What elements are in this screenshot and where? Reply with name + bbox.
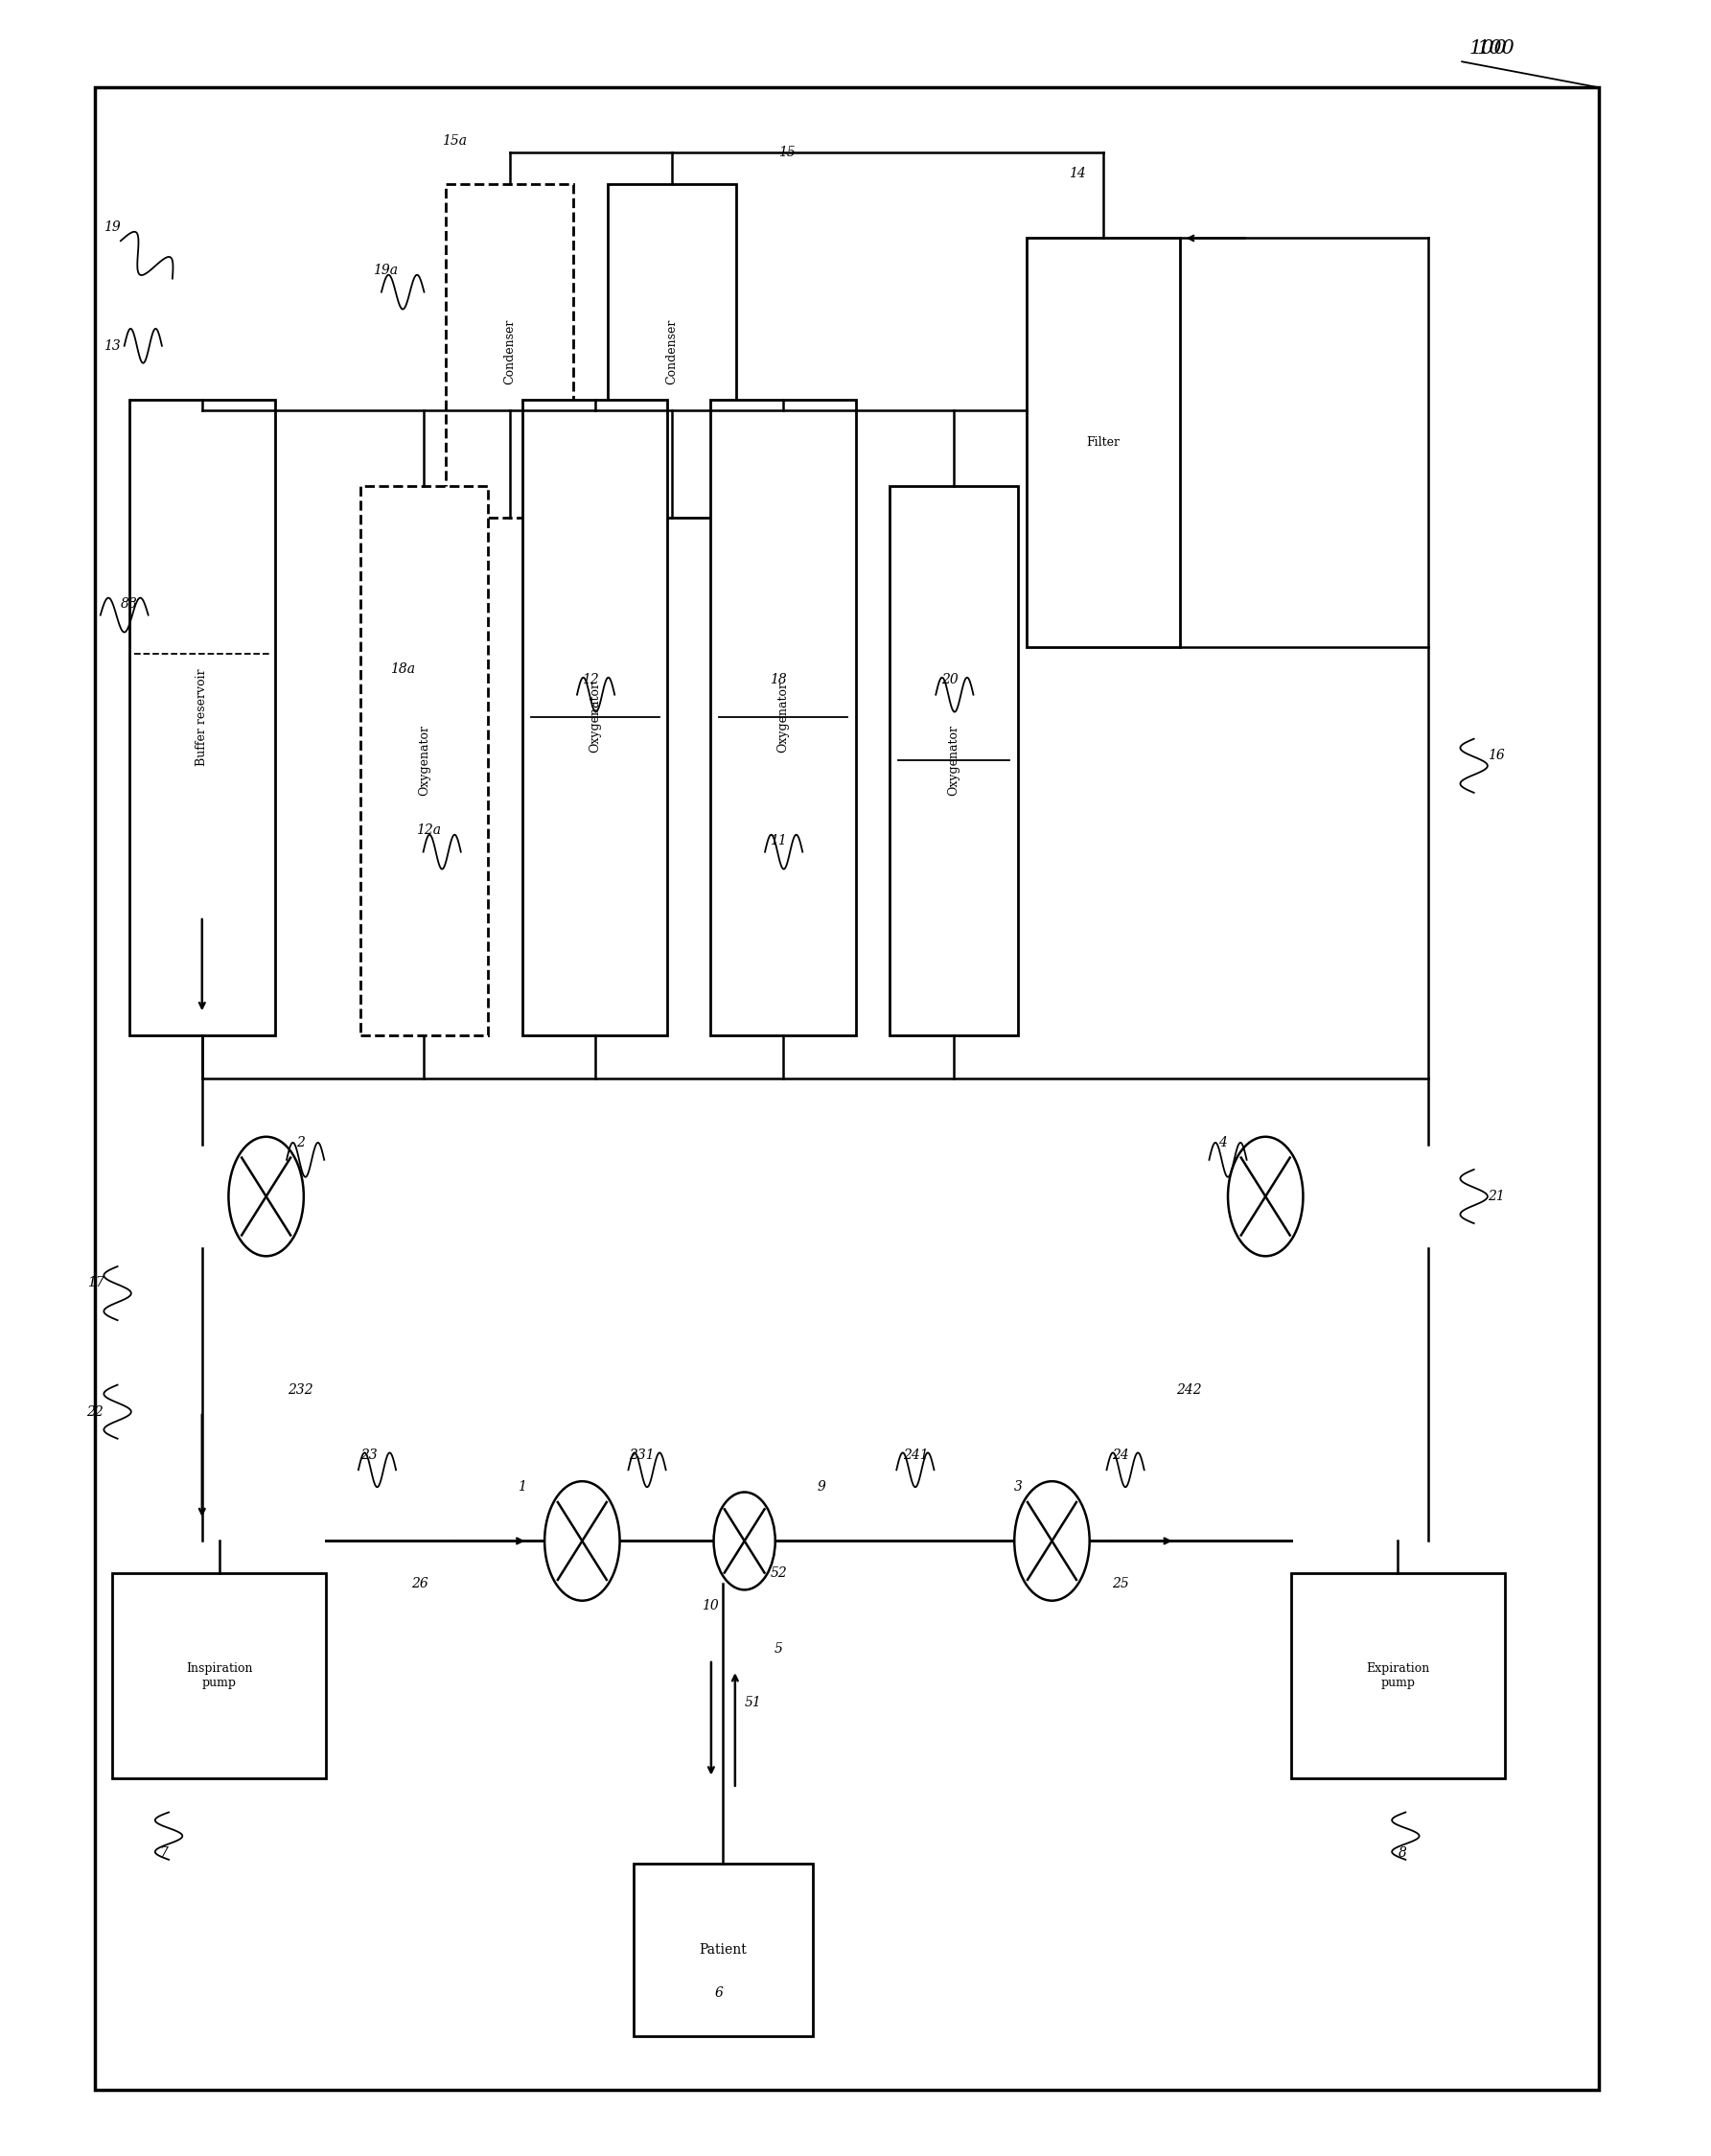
Text: 1: 1	[518, 1481, 527, 1494]
Text: 4: 4	[1218, 1136, 1227, 1149]
Text: 88: 88	[121, 597, 139, 610]
Ellipse shape	[1015, 1481, 1090, 1600]
Text: 11: 11	[770, 834, 787, 847]
Text: 231: 231	[630, 1449, 655, 1462]
Text: Oxygenator: Oxygenator	[417, 724, 431, 796]
Ellipse shape	[713, 1492, 775, 1589]
Text: 25: 25	[1112, 1578, 1129, 1591]
Bar	[113, 1574, 325, 1779]
Text: Expiration
pump: Expiration pump	[1365, 1662, 1430, 1688]
Bar	[522, 399, 667, 1035]
Text: Oxygenator: Oxygenator	[589, 681, 601, 752]
Text: Oxygenator: Oxygenator	[948, 724, 960, 796]
Bar	[710, 399, 856, 1035]
Bar	[633, 1865, 813, 2035]
Text: 15a: 15a	[441, 134, 467, 149]
Text: Buffer reservoir: Buffer reservoir	[195, 668, 209, 765]
Text: 24: 24	[1112, 1449, 1129, 1462]
Text: 5: 5	[775, 1643, 784, 1656]
Text: 100: 100	[1477, 39, 1516, 58]
Bar	[607, 185, 736, 517]
Ellipse shape	[544, 1481, 619, 1600]
Text: 13: 13	[104, 338, 121, 354]
Bar	[890, 485, 1018, 1035]
Text: 19: 19	[104, 220, 121, 235]
Text: Condenser: Condenser	[503, 319, 515, 384]
Text: Filter: Filter	[1086, 436, 1121, 448]
Text: 242: 242	[1175, 1384, 1201, 1397]
Text: 17: 17	[87, 1276, 104, 1289]
Ellipse shape	[229, 1136, 305, 1257]
Bar	[1027, 237, 1181, 647]
Text: 22: 22	[87, 1406, 104, 1419]
Text: 14: 14	[1069, 166, 1086, 181]
Text: 16: 16	[1487, 748, 1504, 761]
Bar	[96, 88, 1598, 2089]
Text: 241: 241	[902, 1449, 927, 1462]
Text: 23: 23	[359, 1449, 376, 1462]
Text: Patient: Patient	[700, 1943, 748, 1958]
Text: 9: 9	[818, 1481, 826, 1494]
Text: 26: 26	[411, 1578, 428, 1591]
Text: 2: 2	[296, 1136, 305, 1149]
Text: 18a: 18a	[390, 662, 416, 675]
Text: 52: 52	[770, 1567, 787, 1580]
Text: 3: 3	[1013, 1481, 1021, 1494]
Bar	[1292, 1574, 1504, 1779]
Text: 8: 8	[1398, 1846, 1406, 1861]
Text: 10: 10	[702, 1600, 719, 1613]
Bar	[130, 399, 275, 1035]
Text: 20: 20	[941, 673, 958, 686]
Text: 12a: 12a	[416, 824, 441, 837]
Bar	[359, 485, 488, 1035]
Text: 21: 21	[1487, 1190, 1504, 1203]
Text: 7: 7	[159, 1846, 168, 1861]
Text: Condenser: Condenser	[666, 319, 678, 384]
Text: 100: 100	[1468, 39, 1507, 58]
Text: 232: 232	[287, 1384, 313, 1397]
Bar	[445, 185, 573, 517]
Text: Inspiration
pump: Inspiration pump	[186, 1662, 253, 1688]
Text: 12: 12	[582, 673, 599, 686]
Text: 19a: 19a	[373, 263, 399, 278]
Text: 18: 18	[770, 673, 787, 686]
Text: 15: 15	[779, 144, 796, 160]
Text: Oxygenator: Oxygenator	[777, 681, 789, 752]
Ellipse shape	[1228, 1136, 1304, 1257]
Text: 51: 51	[744, 1697, 761, 1710]
Text: 6: 6	[715, 1986, 724, 2001]
